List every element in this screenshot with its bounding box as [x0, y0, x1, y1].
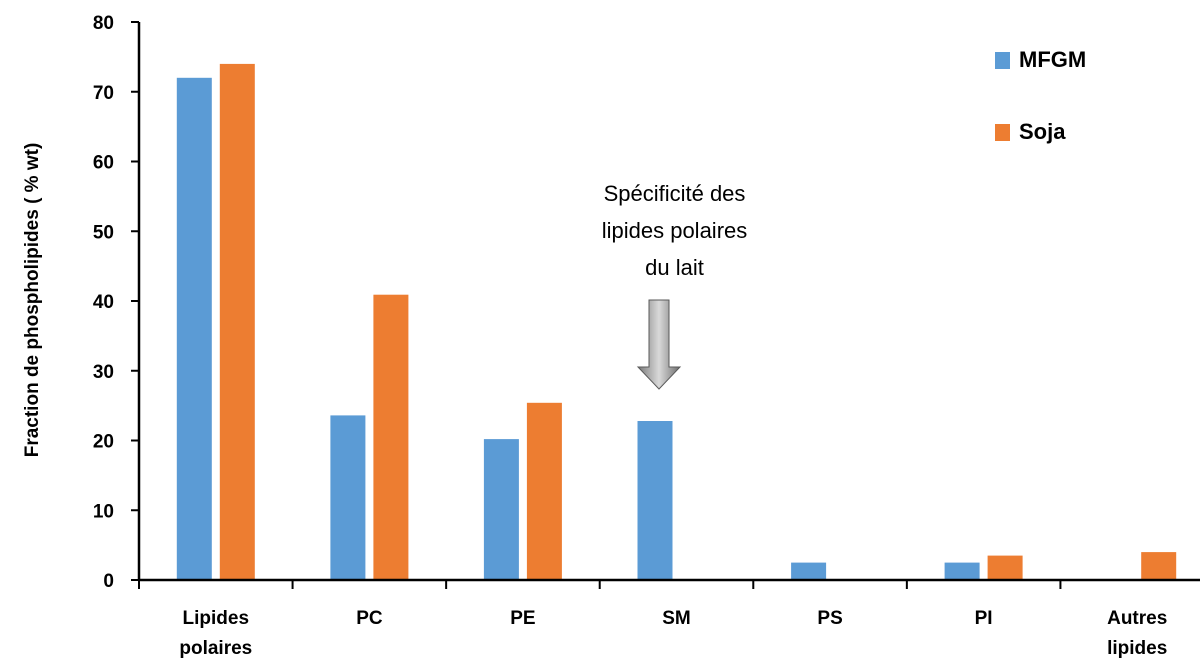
x-category-label: PS [817, 608, 842, 629]
y-tick-label: 40 [93, 292, 114, 313]
bar-soja-6 [1141, 552, 1177, 580]
bar-mfgm-1 [330, 415, 366, 580]
x-category-label: Autres [1107, 608, 1167, 629]
y-tick-label: 30 [93, 362, 114, 383]
y-tick-label: 60 [93, 153, 114, 174]
legend-label-mfgm: MFGM [1019, 47, 1086, 72]
y-tick-label: 80 [93, 13, 114, 34]
y-axis-title: Fraction de phospholipides ( % wt) [22, 143, 43, 458]
x-category-label: SM [662, 608, 691, 629]
annotation-text-line: Spécificité des [604, 181, 746, 206]
x-category-label: polaires [179, 638, 252, 659]
bar-soja-5 [987, 555, 1023, 580]
bar-soja-0 [219, 63, 255, 580]
y-tick-label: 20 [93, 432, 114, 453]
legend-swatch-mfgm [995, 52, 1010, 69]
y-tick-label: 10 [93, 501, 114, 522]
legend-swatch-soja [995, 124, 1010, 141]
bar-soja-2 [526, 402, 562, 580]
x-category-label: PE [510, 608, 535, 629]
down-arrow-icon [636, 299, 682, 390]
bar-mfgm-4 [791, 562, 827, 580]
bar-mfgm-5 [944, 562, 980, 580]
annotation-text-line: du lait [645, 255, 704, 280]
bar-mfgm-3 [637, 421, 673, 580]
y-tick-label: 70 [93, 83, 114, 104]
y-tick-label: 50 [93, 222, 114, 243]
x-category-label: lipides [1107, 638, 1167, 659]
x-category-label: PC [356, 608, 383, 629]
x-category-label: Lipides [183, 608, 250, 629]
bar-mfgm-2 [483, 439, 519, 580]
x-category-label: PI [975, 608, 993, 629]
bar-mfgm-0 [176, 77, 212, 581]
bar-soja-1 [373, 294, 409, 580]
annotation-text-line: lipides polaires [602, 218, 748, 243]
legend-label-soja: Soja [1019, 119, 1066, 144]
y-tick-label: 0 [103, 571, 114, 592]
